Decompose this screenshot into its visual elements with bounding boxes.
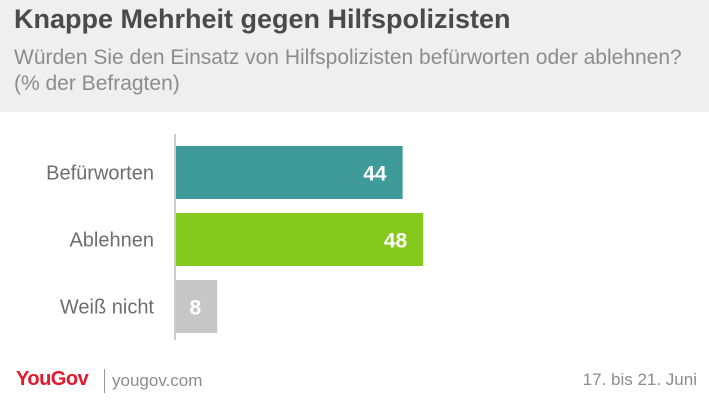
value-label-weiss-nicht: 8: [190, 297, 202, 320]
header-band: Knappe Mehrheit gegen Hilfspolizisten Wü…: [0, 0, 709, 112]
footer-url: yougov.com: [112, 371, 203, 390]
footer-date: 17. bis 21. Juni: [582, 370, 697, 389]
yougov-logo: YouGov: [16, 368, 89, 390]
category-label-befuerworten: Befürworten: [46, 163, 154, 185]
value-label-befuerworten: 44: [363, 163, 387, 186]
bar-befuerworten: [176, 146, 403, 199]
chart-subtitle: Würden Sie den Einsatz von Hilfspolizist…: [14, 46, 682, 95]
bar-ablehnen: [176, 213, 424, 266]
footer-divider: [104, 369, 105, 393]
category-label-weiss-nicht: Weiß nicht: [60, 297, 155, 319]
category-label-ablehnen: Ablehnen: [69, 230, 154, 252]
value-label-ablehnen: 48: [384, 230, 408, 253]
bars-group: Befürworten 44 Ablehnen 48 Weiß nicht 8: [46, 146, 424, 333]
chart-title: Knappe Mehrheit gegen Hilfspolizisten: [14, 4, 511, 34]
bar-weiss-nicht: [176, 280, 218, 333]
